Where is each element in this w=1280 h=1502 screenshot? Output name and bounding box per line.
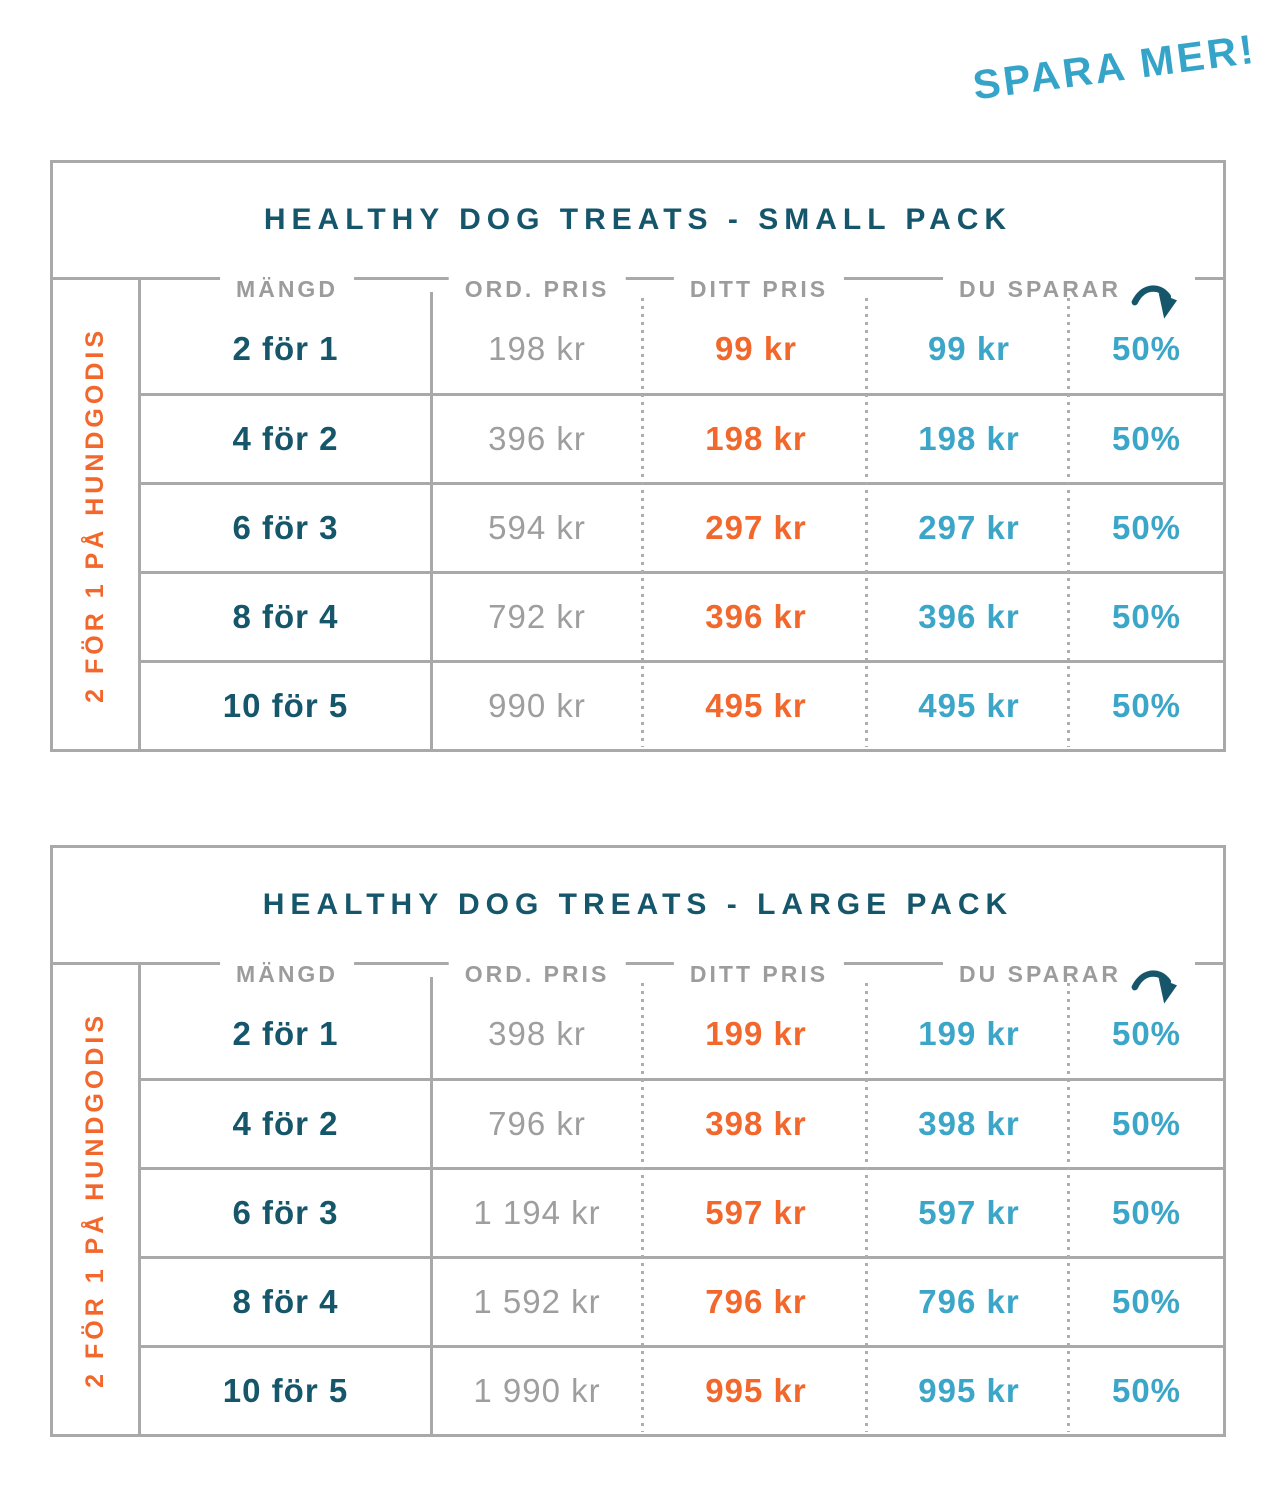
ditt-pris-value: 396 kr [705,598,807,635]
column-header-ord-pris: ORD. PRIS [448,269,626,303]
column-header-mangd: MÄNGD [220,954,354,988]
table-row: 10 för 5 990 kr 495 kr 495 kr 50% [141,660,1223,749]
table-body: MÄNGD ORD. PRIS DITT PRIS DU SPARAR 2 FÖ… [53,954,1223,1434]
table-row: 4 för 2 396 kr 198 kr 198 kr 50% [141,393,1223,482]
percent-value: 50% [1111,509,1182,546]
ord-pris-value: 198 kr [488,329,586,367]
qty-value: 8 för 4 [232,1283,339,1320]
column-header-ord-pris: ORD. PRIS [448,954,626,988]
table-row: 6 för 3 594 kr 297 kr 297 kr 50% [141,482,1223,571]
curved-arrow-icon [1131,970,1178,1004]
ord-pris-value: 594 kr [488,509,586,546]
ord-pris-value: 792 kr [488,598,586,635]
side-label-cell: 2 FÖR 1 PÅ HUNDGODIS [53,280,141,749]
ord-pris-value: 990 kr [488,687,586,724]
percent-value: 50% [1111,1014,1182,1052]
column-divider-dotted [641,983,644,1432]
percent-value: 50% [1111,687,1182,724]
ditt-pris-value: 995 kr [705,1372,807,1409]
ditt-pris-value: 796 kr [705,1283,807,1320]
column-divider-dotted [1067,298,1070,747]
column-divider-dotted [865,298,868,747]
table-row: 8 för 4 1 592 kr 796 kr 796 kr 50% [141,1256,1223,1345]
percent-value: 50% [1111,420,1182,457]
ord-pris-value: 1 592 kr [473,1283,601,1320]
qty-value: 4 för 2 [232,1105,339,1142]
percent-value: 50% [1111,1372,1182,1409]
du-sparar-value: 297 kr [918,509,1020,546]
du-sparar-value: 99 kr [927,329,1011,367]
side-label: 2 FÖR 1 PÅ HUNDGODIS [81,326,109,703]
du-sparar-value: 396 kr [918,598,1020,635]
percent-value: 50% [1111,1283,1182,1320]
du-sparar-value: 199 kr [918,1014,1020,1052]
column-header-ditt-pris: DITT PRIS [673,954,845,988]
qty-value: 6 för 3 [232,509,339,546]
du-sparar-value: 995 kr [918,1372,1020,1409]
table-row: 2 för 1 198 kr 99 kr 99 kr 50% [141,280,1223,393]
du-sparar-value: 198 kr [918,420,1020,457]
side-label-cell: 2 FÖR 1 PÅ HUNDGODIS [53,965,141,1434]
table-row: 6 för 3 1 194 kr 597 kr 597 kr 50% [141,1167,1223,1256]
qty-value: 10 för 5 [222,1372,349,1409]
side-label: 2 FÖR 1 PÅ HUNDGODIS [81,1011,109,1388]
ord-pris-value: 796 kr [488,1105,586,1142]
column-divider-dotted [1067,983,1070,1432]
ord-pris-value: 1 194 kr [473,1194,601,1231]
table-row: 8 för 4 792 kr 396 kr 396 kr 50% [141,571,1223,660]
table-cells: 2 för 1 198 kr 99 kr 99 kr 50% 4 för 2 3… [141,280,1223,749]
ditt-pris-value: 99 kr [714,329,798,367]
du-sparar-value: 597 kr [918,1194,1020,1231]
column-divider-solid [430,977,433,1434]
table-row: 2 för 1 398 kr 199 kr 199 kr 50% [141,965,1223,1078]
ditt-pris-value: 398 kr [705,1105,807,1142]
column-header-du-sparar-label: DU SPARAR [959,961,1122,987]
spara-mer-callout: SPARA MER! [970,25,1259,109]
ditt-pris-value: 297 kr [705,509,807,546]
ord-pris-value: 398 kr [488,1014,586,1052]
percent-value: 50% [1111,598,1182,635]
table-body: MÄNGD ORD. PRIS DITT PRIS DU SPARAR 2 FÖ… [53,269,1223,749]
curved-arrow-icon [1131,285,1178,319]
percent-value: 50% [1111,329,1182,367]
ord-pris-value: 1 990 kr [473,1372,601,1409]
column-header-du-sparar-label: DU SPARAR [959,276,1122,302]
table-row: 10 för 5 1 990 kr 995 kr 995 kr 50% [141,1345,1223,1434]
column-divider-dotted [641,298,644,747]
table-title: HEALTHY DOG TREATS - SMALL PACK [263,203,1013,236]
qty-value: 10 för 5 [222,687,349,724]
qty-value: 6 för 3 [232,1194,339,1231]
column-divider-solid [430,292,433,749]
small-pack-table: HEALTHY DOG TREATS - SMALL PACK MÄNGD OR… [50,160,1226,752]
table-row: 4 för 2 796 kr 398 kr 398 kr 50% [141,1078,1223,1167]
percent-value: 50% [1111,1194,1182,1231]
column-header-mangd: MÄNGD [220,269,354,303]
du-sparar-value: 495 kr [918,687,1020,724]
ditt-pris-value: 199 kr [705,1014,807,1052]
large-pack-table: HEALTHY DOG TREATS - LARGE PACK MÄNGD OR… [50,845,1226,1437]
percent-value: 50% [1111,1105,1182,1142]
du-sparar-value: 796 kr [918,1283,1020,1320]
column-header-ditt-pris: DITT PRIS [673,269,845,303]
ditt-pris-value: 495 kr [705,687,807,724]
qty-value: 2 för 1 [232,1014,339,1052]
table-cells: 2 för 1 398 kr 199 kr 199 kr 50% 4 för 2… [141,965,1223,1434]
qty-value: 8 för 4 [232,598,339,635]
table-title: HEALTHY DOG TREATS - LARGE PACK [262,888,1014,921]
column-divider-dotted [865,983,868,1432]
du-sparar-value: 398 kr [918,1105,1020,1142]
ord-pris-value: 396 kr [488,420,586,457]
ditt-pris-value: 597 kr [705,1194,807,1231]
qty-value: 4 för 2 [232,420,339,457]
qty-value: 2 för 1 [232,329,339,367]
ditt-pris-value: 198 kr [705,420,807,457]
